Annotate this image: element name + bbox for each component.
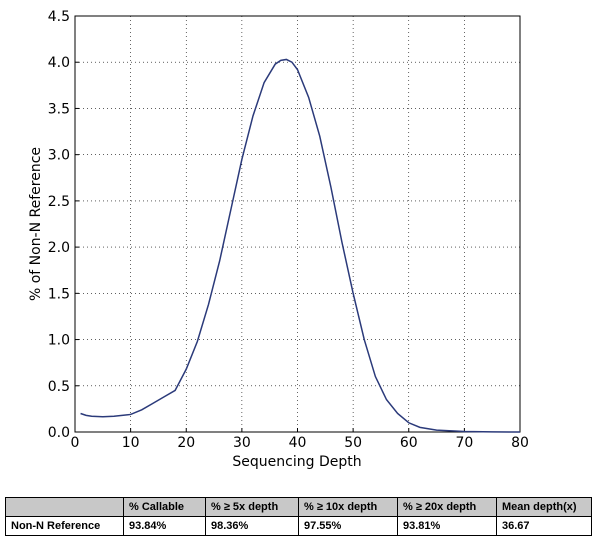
x-tick-label: 70 (455, 435, 473, 451)
y-axis-label: % of Non-N Reference (28, 147, 44, 301)
header-cell (5, 497, 124, 517)
cell: 97.55% (298, 516, 398, 536)
y-tick-label: 1.0 (48, 333, 70, 349)
y-tick-label: 1.5 (48, 286, 70, 302)
chart: Sequencing Depth % of Non-N Reference 0.… (28, 9, 529, 470)
header-row: % Callable % ≥ 5x depth % ≥ 10x depth % … (5, 497, 592, 517)
y-tick-label: 4.0 (48, 55, 70, 71)
y-tick-label: 0.0 (48, 425, 70, 441)
x-tick-label: 30 (233, 435, 251, 451)
x-axis-label: Sequencing Depth (232, 454, 361, 470)
x-tick-label: 0 (71, 435, 80, 451)
x-tick-label: 80 (511, 435, 529, 451)
header-cell: Mean depth(x) (496, 497, 592, 517)
summary-table: % Callable % ≥ 5x depth % ≥ 10x depth % … (5, 497, 592, 536)
y-tick-label: 3.0 (48, 148, 70, 164)
y-tick-label: 3.5 (48, 101, 70, 117)
y-tick-label: 2.0 (48, 240, 70, 256)
y-tick-label: 0.5 (48, 379, 70, 395)
x-tick-label: 20 (177, 435, 195, 451)
row-label: Non-N Reference (5, 516, 124, 536)
header-cell: % ≥ 10x depth (298, 497, 398, 517)
x-tick-label: 40 (289, 435, 307, 451)
cell: 93.84% (123, 516, 206, 536)
header-cell: % ≥ 5x depth (205, 497, 299, 517)
x-tick-label: 50 (344, 435, 362, 451)
y-tick-label: 2.5 (48, 194, 70, 210)
header-cell: % Callable (123, 497, 206, 517)
cell: 36.67 (496, 516, 592, 536)
cell: 93.81% (397, 516, 497, 536)
data-line (80, 58, 521, 433)
y-tick-label: 4.5 (48, 9, 70, 25)
x-tick-label: 60 (400, 435, 418, 451)
x-tick-label: 10 (122, 435, 140, 451)
data-row: Non-N Reference 93.84% 98.36% 97.55% 93.… (5, 516, 592, 536)
header-cell: % ≥ 20x depth (397, 497, 497, 517)
cell: 98.36% (205, 516, 299, 536)
